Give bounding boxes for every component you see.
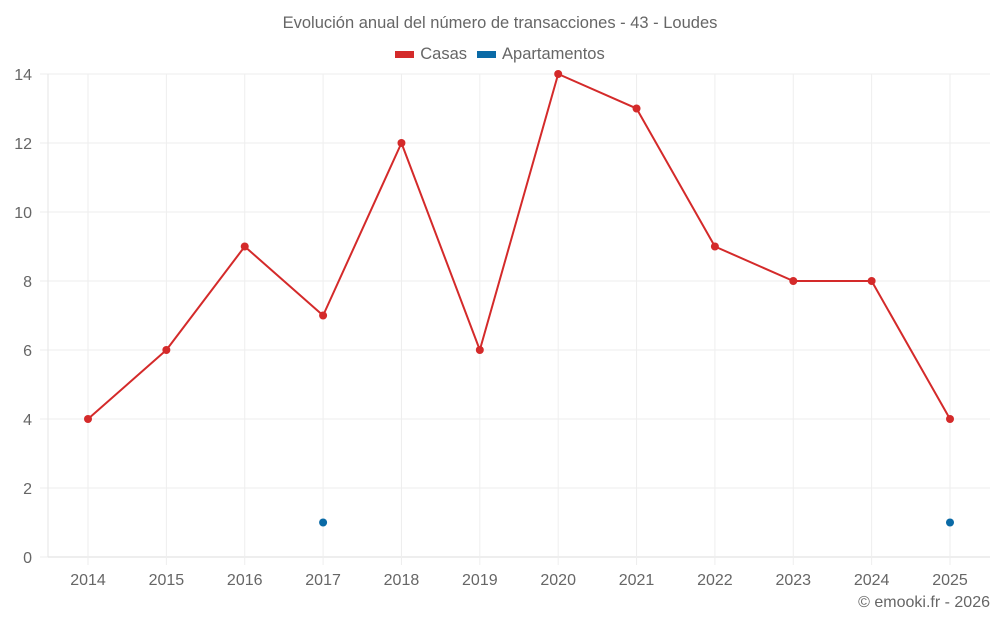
- data-point[interactable]: [397, 139, 406, 147]
- data-point[interactable]: [554, 70, 563, 78]
- data-point[interactable]: [946, 415, 954, 423]
- legend-label: Apartamentos: [502, 45, 605, 63]
- data-point[interactable]: [319, 518, 328, 527]
- x-tick-label: 2019: [462, 572, 498, 589]
- data-point[interactable]: [946, 518, 954, 527]
- data-point[interactable]: [319, 311, 328, 320]
- legend-item-casas[interactable]: Casas: [395, 45, 467, 64]
- y-tick-label: 12: [14, 136, 32, 153]
- x-tick-label: 2023: [775, 572, 811, 589]
- y-tick-label: 8: [23, 274, 32, 291]
- legend-label: Casas: [420, 45, 468, 63]
- data-point[interactable]: [789, 277, 798, 285]
- grid-lines: [40, 73, 990, 565]
- data-point[interactable]: [710, 242, 719, 251]
- x-tick-label: 2025: [932, 572, 968, 589]
- x-tick-label: 2022: [697, 572, 733, 589]
- series-apartamentos: [319, 518, 954, 527]
- series-casas: [84, 70, 954, 423]
- chart-legend: Casas Apartamentos: [0, 45, 1000, 64]
- y-tick-label: 0: [23, 550, 32, 567]
- x-tick-label: 2024: [854, 572, 890, 589]
- data-point[interactable]: [632, 104, 641, 113]
- axes: 0 2 4 6 8 10 12 14 2014 2015 2016 2017 2018 2019 2020 2…: [14, 67, 968, 589]
- x-tick-label: 2021: [619, 572, 655, 589]
- apartamentos-swatch-icon: [477, 51, 497, 58]
- y-tick-label: 4: [23, 412, 32, 429]
- x-tick-label: 2014: [70, 572, 106, 589]
- data-point[interactable]: [240, 242, 249, 251]
- x-tick-label: 2018: [384, 572, 420, 589]
- data-point[interactable]: [162, 346, 171, 354]
- x-tick-label: 2020: [540, 572, 576, 589]
- legend-item-apartamentos[interactable]: Apartamentos: [477, 45, 605, 64]
- y-tick-label: 6: [23, 343, 32, 360]
- y-tick-label: 10: [14, 205, 32, 222]
- data-point[interactable]: [867, 277, 876, 285]
- casas-swatch-icon: [395, 51, 415, 58]
- data-point[interactable]: [84, 415, 92, 423]
- x-tick-label: 2017: [305, 572, 341, 589]
- y-tick-label: 14: [14, 67, 32, 84]
- x-tick-label: 2016: [227, 572, 263, 589]
- x-tick-label: 2015: [149, 572, 185, 589]
- series-layer: [84, 70, 954, 527]
- copyright-credit: © emooki.fr - 2026: [858, 594, 990, 611]
- y-tick-label: 2: [23, 481, 32, 498]
- chart-title: Evolución anual del número de transaccio…: [282, 14, 718, 32]
- data-point[interactable]: [475, 346, 484, 354]
